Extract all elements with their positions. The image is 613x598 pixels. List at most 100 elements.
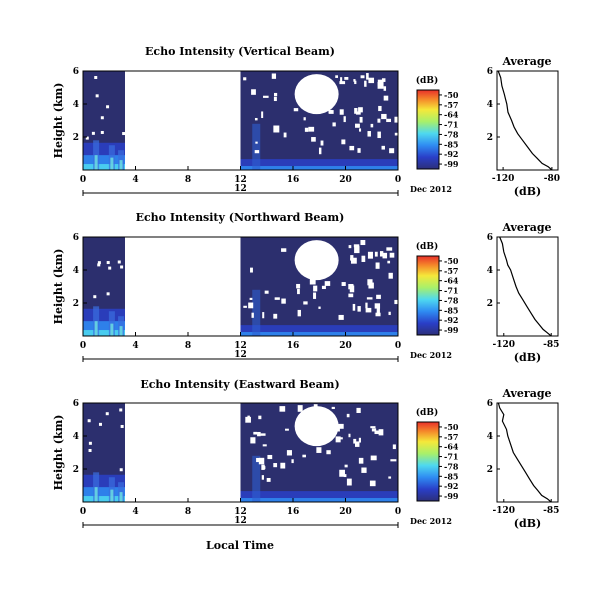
missing-data-pixel [87, 419, 91, 423]
missing-data-pixel [390, 459, 397, 462]
missing-data-pixel [343, 116, 346, 123]
missing-data-pixel [93, 295, 97, 299]
missing-data-pixel [339, 81, 346, 85]
missing-data-pixel [343, 474, 347, 478]
missing-data-pixel [346, 413, 350, 418]
missing-data-pixel [266, 477, 271, 482]
x-tick-label: 0 [395, 341, 401, 351]
day-label: 12 [234, 350, 247, 360]
missing-data-pixel [313, 416, 320, 422]
missing-data-pixel [381, 78, 386, 82]
missing-data-pixel [349, 145, 355, 151]
missing-data-pixel [281, 248, 287, 252]
missing-data-pixel [358, 437, 361, 443]
avg-series-line [499, 236, 552, 337]
y-tick-label: 4 [487, 100, 493, 110]
missing-data-pixel [353, 79, 356, 82]
colorbar-tick-label: -57 [444, 100, 458, 110]
missing-data-pixel [273, 96, 277, 102]
missing-data-pixel [303, 117, 306, 121]
x-tick-label: 0 [395, 507, 401, 517]
echo-band [240, 325, 398, 336]
missing-data-pixel [367, 131, 371, 137]
colorbar [416, 89, 440, 170]
colorbar [416, 421, 440, 502]
heatmap-plot: 6 4 2 Height (km) 0 4 8 12 16 20 0 12 Dec 2012 (dB) -5… [52, 399, 459, 528]
missing-data-pixel [243, 77, 247, 81]
missing-data-pixel [329, 430, 336, 434]
missing-data-pixel [271, 73, 277, 79]
missing-data-pixel [328, 110, 334, 114]
missing-data-pixel [340, 77, 343, 84]
y-axis-label: Height (km) [52, 83, 65, 159]
x-tick-label: -80 [544, 174, 560, 184]
missing-data-pixel [97, 263, 101, 267]
missing-data-pixel [263, 95, 269, 98]
avg-title: Average [501, 387, 551, 400]
heatmap-plot: 6 4 2 Height (km) 0 4 8 12 16 20 0 12 Dec 2012 (dB) -5… [52, 233, 459, 362]
missing-data-pixel [250, 437, 256, 444]
colorbar-tick-label: -50 [444, 422, 459, 432]
missing-data-pixel [359, 116, 363, 123]
row-vertical-beam: Echo Intensity (Vertical Beam) 6 4 2 Height… [52, 45, 560, 198]
colorbar-tick-label: -71 [444, 120, 458, 130]
missing-data-pixel [346, 478, 352, 486]
x-tick-label: 0 [80, 175, 86, 185]
missing-data-pixel [291, 459, 294, 464]
echo-plume-core [110, 157, 114, 170]
missing-data-pixel [338, 314, 344, 320]
missing-data-pixel [361, 255, 366, 262]
missing-data-pixel [262, 444, 267, 447]
colorbar-tick-label: -78 [444, 129, 459, 139]
missing-data-pixel [302, 454, 306, 458]
missing-data-pixel [366, 73, 369, 80]
missing-data-pixel [355, 123, 360, 128]
missing-data-pixel [374, 251, 378, 257]
missing-data-pixel [358, 107, 363, 113]
x-tick-label: 4 [132, 507, 138, 517]
missing-data-pixel [254, 150, 260, 154]
missing-data-pixel [386, 247, 393, 251]
missing-data-pixel [375, 262, 380, 269]
echo-band [83, 496, 125, 502]
missing-data-pixel [375, 312, 381, 317]
missing-data-pixel [243, 305, 247, 308]
y-tick-label: 6 [487, 233, 493, 243]
missing-data-pixel [318, 413, 323, 417]
missing-data-pixel [341, 139, 346, 145]
missing-data-pixel [314, 252, 320, 257]
missing-data-pixel [94, 76, 98, 80]
missing-data-pixel [368, 77, 375, 84]
missing-data-pixel [348, 433, 351, 438]
colorbar-tick-label: -85 [444, 305, 458, 315]
missing-data-pixel [377, 118, 381, 123]
y-tick-label: 4 [487, 266, 493, 276]
echo-plume-core [119, 326, 123, 336]
missing-data-pixel [381, 113, 387, 120]
colorbar-tick-label: -50 [444, 256, 459, 266]
echo-band [83, 330, 125, 336]
missing-data-pixel [387, 260, 391, 264]
missing-data-pixel [297, 405, 303, 412]
echo-band [240, 491, 398, 502]
avg-x-axis-label: (dB) [514, 351, 541, 364]
missing-data-pixel [85, 136, 89, 140]
missing-data-pixel [285, 428, 289, 431]
missing-data-pixel [329, 259, 335, 265]
y-tick-label: 4 [73, 266, 79, 276]
missing-data-pixel [98, 422, 102, 426]
echo-band [240, 498, 398, 502]
x-tick-label: 0 [80, 507, 86, 517]
missing-data-pixel [100, 116, 104, 120]
average-profile-plot: 6 4 2 -120 -85(dB) [487, 399, 560, 530]
missing-data-pixel [344, 464, 348, 468]
missing-data-pixel [320, 140, 324, 146]
x-tick-label: 8 [185, 175, 191, 185]
missing-data-pixel [348, 245, 352, 249]
missing-data-pixel [321, 285, 326, 290]
missing-data-pixel [326, 412, 333, 417]
y-tick-label: 2 [73, 299, 79, 309]
missing-data-pixel [304, 244, 310, 247]
x-tick-label: 20 [339, 341, 352, 351]
